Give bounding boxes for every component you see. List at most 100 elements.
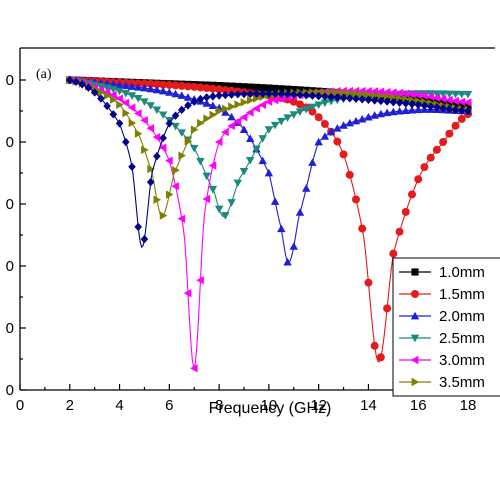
legend-label: 2.0mm [439,308,485,325]
data-point [165,88,174,96]
data-point [177,105,186,115]
data-point [146,84,155,93]
data-point [72,77,80,86]
data-point [202,84,211,93]
x-tick-label: 14 [360,397,377,414]
data-point [102,84,112,92]
data-point [252,145,261,154]
data-point [115,119,124,128]
data-point [283,114,292,122]
data-point [214,205,224,214]
data-point [296,86,304,94]
data-point [432,145,441,154]
data-point [445,90,454,99]
data-point [140,79,149,88]
data-point [426,102,435,111]
data-point [158,86,168,95]
data-point [364,95,373,105]
data-point [246,89,255,99]
data-point [115,80,124,89]
data-point [352,94,360,103]
data-point [208,84,217,93]
data-point [438,90,448,98]
data-point [265,84,273,92]
data-point [202,99,211,107]
legend-marker [410,311,420,320]
data-point [432,93,441,102]
data-point [445,100,453,108]
data-point [127,92,137,100]
data-point [271,89,279,98]
data-point [184,101,192,110]
data-point [345,170,354,179]
data-point [376,87,385,96]
data-point [389,249,398,258]
x-tick-label: 6 [165,397,173,414]
data-point [445,129,454,138]
data-point [221,90,230,100]
data-point [314,91,323,101]
data-point [140,98,149,106]
data-point [252,104,260,113]
data-point [121,81,130,90]
data-point [352,195,360,204]
data-point [370,341,379,350]
data-point [339,150,348,159]
data-point [158,111,168,120]
data-point [147,164,155,174]
data-point [171,81,180,90]
data-point [377,96,385,106]
data-point [184,137,193,146]
data-point [339,93,348,103]
legend-label: 3.5mm [439,374,485,391]
data-point [277,89,286,99]
data-point [177,81,186,90]
data-point [420,101,429,110]
data-point [177,214,186,223]
data-point [314,113,323,122]
panel-label: (a) [36,67,52,82]
y-tick-label: 0 [6,196,14,213]
x-tick-label: 18 [460,397,477,414]
y-tick-label: 0 [6,258,14,275]
data-point [152,106,162,115]
data-point [158,143,167,152]
data-point [165,119,174,128]
data-point [314,101,323,109]
data-point [258,135,267,143]
data-point [239,113,248,122]
data-point [432,90,442,98]
data-point [333,124,342,132]
data-point [364,86,372,96]
data-point [196,94,205,104]
data-point [84,83,93,92]
data-point [408,190,416,199]
legend-entry: 3.0mm [399,352,485,369]
data-point [165,190,174,199]
data-point [240,89,248,99]
data-point [320,119,329,128]
data-point [190,82,199,91]
data-point [358,90,367,99]
data-point [152,80,161,89]
data-point [277,94,285,103]
data-point [227,112,236,121]
data-point [214,137,223,147]
data-point [439,99,447,107]
data-point [370,96,379,105]
data-point [134,95,143,103]
data-point [407,90,416,99]
data-point [401,89,410,98]
legend: 1.0mm 1.5mm 2.0mm 2.5mm 3.0mm 3.5mm [392,257,500,397]
data-point [202,93,211,102]
data-point [377,91,386,101]
data-point [190,97,199,106]
data-point [314,137,323,146]
data-point [96,82,106,91]
data-point [121,89,130,98]
data-point [383,92,392,102]
legend-entry: 1.5mm [399,286,485,303]
data-point [184,82,192,91]
data-point [240,83,248,91]
data-point [140,116,148,125]
